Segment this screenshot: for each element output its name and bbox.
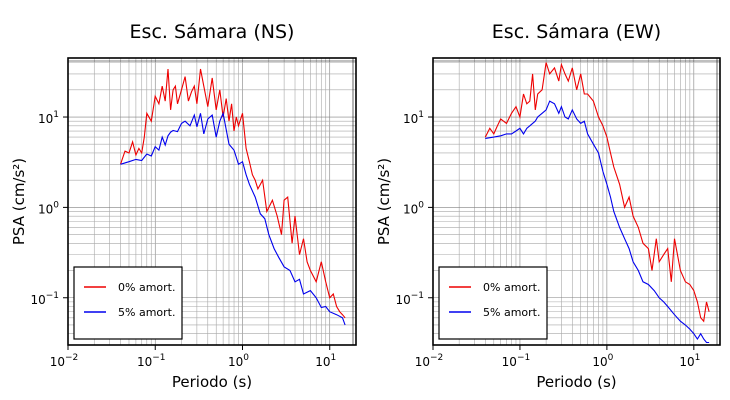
chart1-x-tick-base: 10 [315, 355, 330, 369]
chart2-x-tick-exponent: −2 [430, 353, 443, 363]
chart2-series-line-damped [485, 100, 710, 344]
chart1-plot-frame [67, 57, 357, 346]
chart1-y-tick-exponent: 1 [53, 110, 59, 120]
chart1-y-tick-exponent: 0 [53, 200, 59, 210]
chart1-x-tick-label: 10−2 [50, 353, 79, 369]
chart2-x-tick-label: 10−2 [415, 353, 444, 369]
chart2-y-tick-base: 10 [403, 202, 418, 216]
chart-panel-ns: Esc. Sámara (NS)Periodo (s)PSA (cm/s²)10… [10, 21, 357, 391]
chart1-y-tick-exponent: −1 [46, 291, 59, 301]
chart2-y-tick-label: 100 [403, 200, 424, 216]
chart2-x-tick-base: 10 [415, 355, 430, 369]
chart1-legend-label: 5% amort. [118, 306, 175, 319]
chart-panel-ew: Esc. Sámara (EW)Periodo (s)PSA (cm/s²)10… [375, 21, 721, 391]
chart2-x-tick-base: 10 [502, 355, 517, 369]
chart2-y-tick-base: 10 [395, 293, 410, 307]
chart1-x-tick-label: 101 [315, 353, 336, 369]
chart2-y-tick-label: 101 [403, 110, 424, 126]
chart2-x-tick-exponent: 1 [695, 353, 701, 363]
chart2-y-tick-exponent: 0 [418, 200, 424, 210]
chart2-x-axis-label: Periodo (s) [536, 373, 616, 391]
chart2-x-tick-exponent: 0 [608, 353, 614, 363]
chart2-plot-frame [432, 57, 721, 346]
chart1-x-tick-exponent: 1 [331, 353, 337, 363]
chart1-grid [67, 58, 357, 346]
chart2-y-tick-exponent: 1 [418, 110, 424, 120]
chart1-legend-box [73, 266, 183, 340]
chart1-y-tick-label: 101 [38, 110, 59, 126]
chart1-x-tick-exponent: −1 [152, 353, 165, 363]
chart1-series-line-undamped [119, 68, 346, 319]
chart1-y-tick-label: 100 [38, 200, 59, 216]
chart2-x-tick-base: 10 [592, 355, 607, 369]
chart1-x-axis-label: Periodo (s) [172, 373, 252, 391]
chart2-series-line-undamped [484, 62, 710, 323]
chart1-y-tick-base: 10 [30, 293, 45, 307]
chart1-legend-label: 0% amort. [118, 281, 175, 294]
chart2-legend-label: 0% amort. [483, 281, 540, 294]
chart1-y-tick-label: 10−1 [30, 291, 59, 307]
chart1-x-tick-base: 10 [228, 355, 243, 369]
chart2-legend: 0% amort. 5% amort. [438, 266, 548, 340]
chart1-title: Esc. Sámara (NS) [130, 21, 295, 43]
chart1-x-tick-label: 10−1 [137, 353, 166, 369]
chart2-y-tick-exponent: −1 [411, 291, 424, 301]
chart1-x-tick-label: 100 [228, 353, 249, 369]
chart1-x-tick-exponent: 0 [243, 353, 249, 363]
chart2-x-tick-base: 10 [679, 355, 694, 369]
chart2-x-tick-label: 101 [679, 353, 700, 369]
chart2-legend-box [438, 266, 548, 340]
chart2-x-tick-exponent: −1 [517, 353, 530, 363]
chart2-x-tick-label: 100 [592, 353, 613, 369]
chart2-y-axis-label: PSA (cm/s²) [375, 158, 393, 245]
chart1-x-tick-base: 10 [137, 355, 152, 369]
chart2-x-tick-label: 10−1 [502, 353, 531, 369]
chart2-y-tick-label: 10−1 [395, 291, 424, 307]
chart1-y-tick-base: 10 [38, 112, 53, 126]
chart1-y-tick-base: 10 [38, 202, 53, 216]
chart1-x-tick-exponent: −2 [65, 353, 78, 363]
chart2-y-tick-base: 10 [403, 112, 418, 126]
chart2-title: Esc. Sámara (EW) [492, 21, 661, 43]
chart1-y-axis-label: PSA (cm/s²) [10, 158, 28, 245]
chart2-legend-label: 5% amort. [483, 306, 540, 319]
chart1-x-tick-base: 10 [50, 355, 65, 369]
chart1-series-line-damped [120, 111, 346, 326]
chart1-legend: 0% amort. 5% amort. [73, 266, 183, 340]
